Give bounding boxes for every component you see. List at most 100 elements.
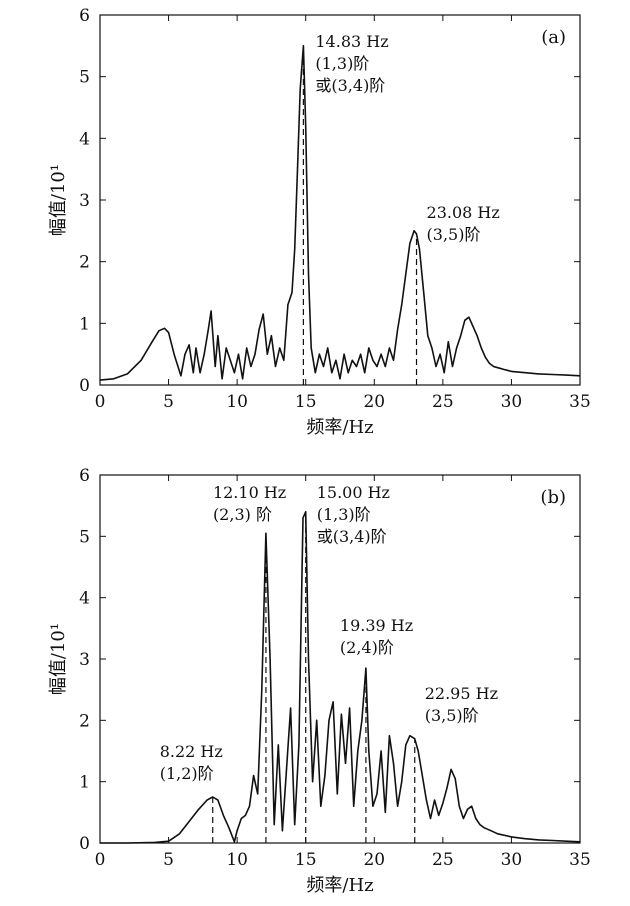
data-point (380, 353, 382, 355)
x-tick-label: 35 (569, 392, 591, 412)
data-point (279, 347, 281, 349)
data-point (298, 744, 300, 746)
data-point (214, 365, 216, 368)
data-point (188, 344, 190, 346)
data-point (538, 839, 540, 841)
data-point (552, 373, 554, 376)
data-point (327, 347, 329, 349)
data-point (154, 841, 156, 844)
y-tick-label: 3 (79, 650, 90, 670)
y-tick-label: 0 (79, 834, 90, 854)
data-point (471, 805, 473, 807)
x-tick-label: 35 (569, 850, 591, 870)
x-axis-label: 频率/Hz (306, 417, 373, 438)
y-axis-label: 幅值/10¹ (48, 623, 69, 695)
data-point (307, 658, 310, 660)
peak-annotation: 或(3,4)阶 (317, 527, 387, 546)
data-point (198, 808, 200, 810)
data-point (434, 799, 436, 801)
data-point (349, 707, 351, 709)
data-point (140, 359, 142, 361)
data-point (312, 781, 314, 783)
data-point (302, 517, 304, 519)
data-point (274, 365, 277, 368)
data-point (344, 762, 347, 764)
data-point (439, 353, 441, 355)
x-tick-label: 25 (432, 850, 454, 870)
data-point (336, 793, 338, 795)
y-axis-label: 幅值/10¹ (48, 164, 69, 236)
data-point (388, 347, 390, 349)
data-point (510, 370, 512, 372)
data-point (405, 744, 407, 746)
data-point (332, 701, 334, 703)
data-point (552, 839, 554, 842)
y-tick-label: 5 (79, 68, 90, 88)
data-point (228, 827, 230, 829)
data-point (380, 750, 382, 752)
chart-panel-0: 0 5 10 15 20 25 30 35 0 1 2 3 4 5 6 频率/Hz 幅值/10¹ (a) 14.83… (48, 6, 591, 438)
data-point (458, 805, 460, 807)
data-point (460, 335, 462, 337)
data-point (126, 373, 128, 375)
data-point (472, 325, 474, 327)
peak-annotation: 8.22 Hz (160, 742, 223, 761)
data-point (302, 45, 304, 47)
data-point (257, 793, 259, 795)
peak-annotation: 22.95 Hz (425, 684, 498, 703)
x-tick-label: 0 (95, 392, 106, 412)
data-point (270, 335, 272, 337)
y-tick-label: 0 (79, 376, 90, 396)
data-point (322, 365, 325, 368)
data-point (579, 841, 581, 843)
data-point (199, 372, 201, 374)
x-tick-label: 25 (432, 392, 454, 412)
data-point (296, 168, 299, 170)
data-point (355, 365, 358, 368)
data-point (207, 328, 209, 331)
data-point (265, 532, 267, 534)
data-point (384, 811, 386, 813)
data-point (421, 774, 423, 777)
data-point (417, 750, 419, 752)
data-point (283, 359, 285, 361)
peak-annotation: (1,2)阶 (160, 764, 214, 783)
x-tick-label: 20 (363, 392, 385, 412)
data-point (456, 347, 458, 349)
data-point (217, 799, 219, 801)
data-point (368, 347, 370, 349)
data-point (423, 291, 425, 294)
data-point (510, 836, 512, 838)
data-point (343, 353, 345, 355)
data-point (248, 805, 251, 807)
data-point (210, 310, 212, 312)
data-point (579, 375, 581, 377)
y-tick-label: 4 (79, 589, 90, 609)
data-point (466, 808, 469, 810)
data-point (429, 817, 432, 820)
data-point (221, 378, 223, 380)
data-point (168, 840, 170, 842)
data-point (291, 291, 293, 294)
data-point (372, 805, 374, 807)
data-point (113, 378, 115, 380)
x-tick-label: 10 (226, 392, 248, 412)
x-tick-label: 15 (295, 392, 317, 412)
data-point (192, 372, 194, 374)
data-point (331, 372, 333, 374)
data-point (253, 774, 255, 777)
data-point (376, 365, 378, 368)
data-point (435, 365, 437, 368)
data-point (493, 365, 495, 368)
data-point (392, 762, 395, 764)
peak-annotation: 19.39 Hz (340, 616, 413, 635)
panel-label: (a) (541, 27, 566, 48)
data-point (468, 316, 470, 318)
data-point (254, 353, 256, 355)
data-point (240, 817, 242, 820)
data-point (409, 242, 411, 244)
peak-annotation: (2,3) 阶 (213, 505, 272, 524)
data-point (178, 833, 181, 835)
data-point (225, 347, 227, 349)
data-point (273, 824, 275, 826)
